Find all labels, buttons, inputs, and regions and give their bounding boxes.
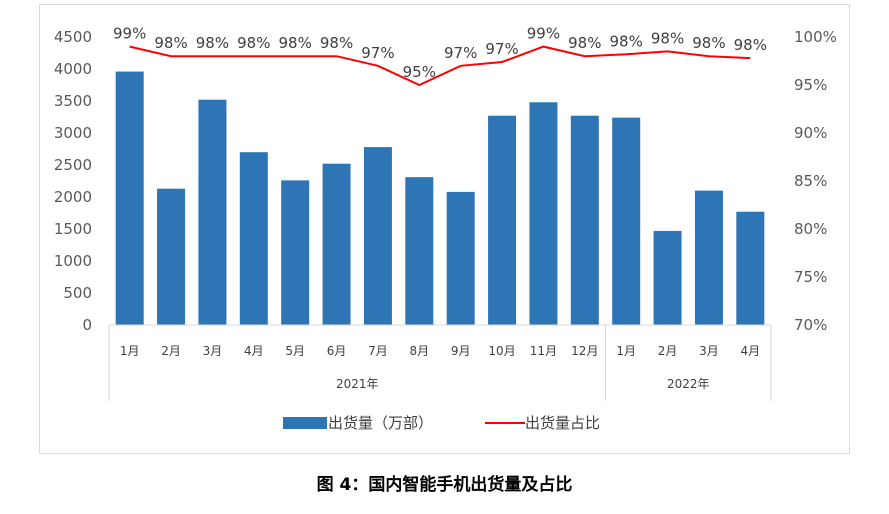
line-data-label: 97% (444, 44, 477, 62)
line-data-label: 98% (734, 36, 767, 54)
line-data-label: 98% (196, 34, 229, 52)
bar-shipments (694, 190, 723, 325)
x-category-label: 10月 (488, 344, 515, 358)
line-share (129, 45, 751, 87)
line-data-label: 99% (527, 25, 560, 43)
y-left-tick-label: 0 (82, 316, 92, 334)
x-category-label: 6月 (327, 344, 347, 358)
bar-shipments (570, 115, 599, 325)
y-right-tick-label: 90% (794, 124, 827, 142)
y-left-tick-label: 2500 (54, 156, 92, 174)
legend-label-line: 出货量占比 (525, 414, 600, 432)
x-category-label: 5月 (285, 344, 305, 358)
chart-frame: 0 500 1000 1500 2000 2500 3000 3500 4000 4500 70% 7… (39, 4, 850, 454)
x-category-label: 7月 (368, 344, 388, 358)
bar-shipments (115, 71, 144, 325)
x-category-label: 9月 (451, 344, 471, 358)
x-category-label: 2月 (658, 344, 678, 358)
line-data-label: 97% (361, 44, 394, 62)
x-category-label: 12月 (571, 344, 598, 358)
y-right-tick-label: 95% (794, 76, 827, 94)
y-left-tick-label: 500 (63, 284, 92, 302)
y-left-tick-label: 1000 (54, 252, 92, 270)
bar-shipments (281, 180, 310, 325)
bar-shipments (653, 230, 682, 325)
y-left-tick-label: 3000 (54, 124, 92, 142)
figure-caption: 图 4：国内智能手机出货量及占比 (316, 475, 573, 495)
year-group-label: 2022年 (667, 377, 710, 391)
line-data-label: 95% (403, 63, 436, 81)
bar-shipments (446, 191, 475, 325)
x-category-label: 4月 (244, 344, 264, 358)
bar-shipments (488, 115, 517, 325)
bar-shipments (322, 163, 351, 325)
line-data-label: 98% (651, 29, 684, 47)
x-category-label: 3月 (699, 344, 719, 358)
year-group-label: 2021年 (336, 377, 379, 391)
line-data-label: 98% (320, 34, 353, 52)
y-left-tick-label: 2000 (54, 188, 92, 206)
line-data-label: 98% (279, 34, 312, 52)
bar-shipments (157, 188, 186, 325)
bar-shipments (529, 102, 558, 325)
y-left-tick-label: 4500 (54, 28, 92, 46)
line-data-label: 98% (568, 34, 601, 52)
line-data-label: 98% (692, 34, 725, 52)
line-data-label: 97% (485, 40, 518, 58)
y-left-tick-label: 3500 (54, 92, 92, 110)
bar-shipments (239, 152, 268, 325)
x-category-label: 8月 (409, 344, 429, 358)
x-category-label: 11月 (530, 344, 557, 358)
combo-chart: 0 500 1000 1500 2000 2500 3000 3500 4000 4500 70% 7… (54, 25, 837, 432)
x-category-label: 2月 (161, 344, 181, 358)
legend-swatch-bar (283, 417, 327, 429)
x-category-label: 1月 (120, 344, 140, 358)
bar-shipments (198, 99, 227, 325)
x-category-label: 1月 (616, 344, 636, 358)
x-category-label: 4月 (740, 344, 760, 358)
legend-label-bar: 出货量（万部） (328, 414, 433, 432)
line-data-label: 98% (154, 34, 187, 52)
line-data-label: 99% (113, 25, 146, 43)
y-right-tick-label: 80% (794, 220, 827, 238)
y-right-tick-label: 75% (794, 268, 827, 286)
y-left-tick-label: 1500 (54, 220, 92, 238)
line-data-label: 98% (610, 32, 643, 50)
y-right-tick-label: 100% (794, 28, 837, 46)
bar-shipments (405, 177, 434, 325)
bar-shipments (363, 147, 392, 325)
y-right-tick-label: 85% (794, 172, 827, 190)
y-right-tick-label: 70% (794, 316, 827, 334)
y-left-tick-label: 4000 (54, 60, 92, 78)
bar-shipments (612, 117, 641, 325)
bar-shipments (736, 211, 765, 325)
line-data-label: 98% (237, 34, 270, 52)
x-category-label: 3月 (203, 344, 223, 358)
